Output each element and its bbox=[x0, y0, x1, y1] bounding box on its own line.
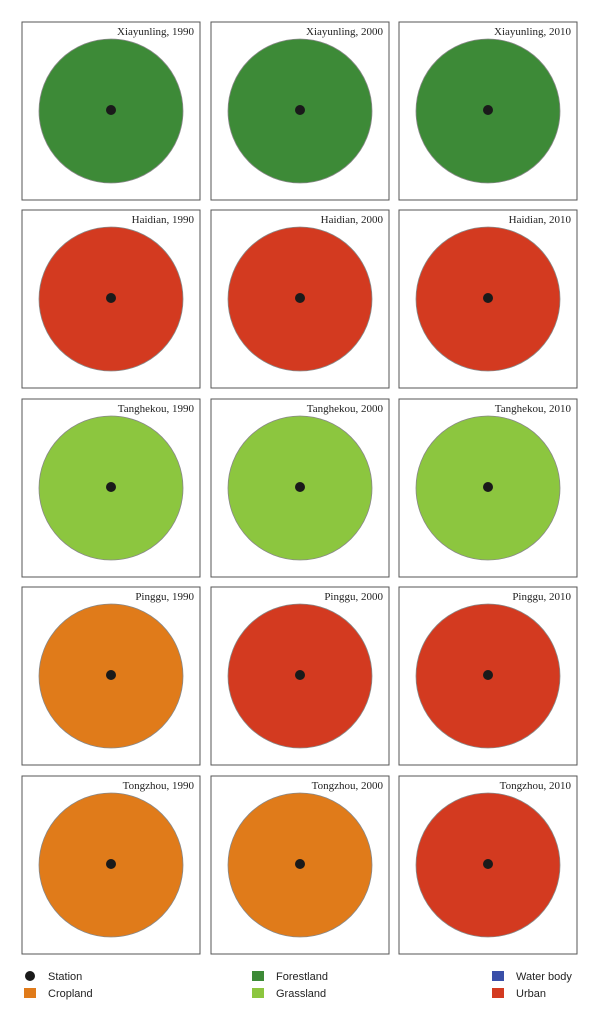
panel-label: Pinggu, 1990 bbox=[135, 591, 194, 603]
map-panel: Xiayunling, 1990 bbox=[21, 21, 201, 201]
station bbox=[106, 859, 116, 869]
station bbox=[483, 293, 493, 303]
station bbox=[106, 105, 116, 115]
legend-label: Cropland bbox=[48, 988, 93, 1000]
panel-label: Pinggu, 2000 bbox=[324, 591, 383, 603]
map-outline bbox=[227, 415, 373, 561]
legend-swatch bbox=[25, 971, 35, 981]
panel-label: Haidian, 2010 bbox=[509, 214, 572, 226]
station bbox=[295, 105, 305, 115]
station bbox=[106, 293, 116, 303]
map-outline bbox=[38, 226, 184, 372]
legend-swatch bbox=[252, 971, 264, 981]
map-outline bbox=[227, 38, 373, 184]
map-panel: Tongzhou, 2000 bbox=[210, 775, 390, 955]
station bbox=[295, 482, 305, 492]
legend-label: Station bbox=[48, 971, 82, 983]
station bbox=[483, 670, 493, 680]
map-outline bbox=[415, 38, 561, 184]
panel-label: Tongzhou, 1990 bbox=[123, 780, 195, 792]
map-panel: Tanghekou, 2010 bbox=[398, 398, 578, 578]
station bbox=[483, 105, 493, 115]
map-outline bbox=[415, 603, 561, 749]
legend-swatch bbox=[24, 988, 36, 998]
legend-label: Water body bbox=[516, 971, 572, 983]
map-outline bbox=[227, 792, 373, 938]
map-panel: Tanghekou, 1990 bbox=[21, 398, 201, 578]
panel-label: Haidian, 2000 bbox=[321, 214, 384, 226]
station bbox=[106, 670, 116, 680]
panel-label: Xiayunling, 2010 bbox=[494, 26, 571, 38]
panel-label: Tanghekou, 1990 bbox=[118, 403, 195, 415]
map-outline bbox=[38, 415, 184, 561]
panel-label: Tongzhou, 2000 bbox=[312, 780, 384, 792]
legend-swatch bbox=[252, 988, 264, 998]
map-panel: Haidian, 2000 bbox=[210, 209, 390, 389]
map-panel: Pinggu, 1990 bbox=[21, 586, 201, 766]
map-outline bbox=[227, 603, 373, 749]
map-panel: Xiayunling, 2010 bbox=[398, 21, 578, 201]
panel-label: Haidian, 1990 bbox=[132, 214, 195, 226]
station bbox=[295, 670, 305, 680]
map-panel: Pinggu, 2000 bbox=[210, 586, 390, 766]
map-outline bbox=[38, 603, 184, 749]
map-outline bbox=[38, 792, 184, 938]
panel-label: Xiayunling, 1990 bbox=[117, 26, 194, 38]
station bbox=[295, 859, 305, 869]
legend-swatch bbox=[492, 988, 504, 998]
map-panel: Tanghekou, 2000 bbox=[210, 398, 390, 578]
station bbox=[483, 482, 493, 492]
station bbox=[106, 482, 116, 492]
map-panel: Haidian, 1990 bbox=[21, 209, 201, 389]
panel-label: Xiayunling, 2000 bbox=[306, 26, 383, 38]
map-outline bbox=[415, 226, 561, 372]
map-outline bbox=[227, 226, 373, 372]
map-panel: Tongzhou, 1990 bbox=[21, 775, 201, 955]
panel-label: Tanghekou, 2010 bbox=[495, 403, 572, 415]
legend-label: Urban bbox=[516, 988, 546, 1000]
station bbox=[295, 293, 305, 303]
map-panel: Pinggu, 2010 bbox=[398, 586, 578, 766]
panel-label: Pinggu, 2010 bbox=[512, 591, 571, 603]
panel-label: Tanghekou, 2000 bbox=[307, 403, 384, 415]
legend-label: Grassland bbox=[276, 988, 326, 1000]
map-panel: Haidian, 2010 bbox=[398, 209, 578, 389]
panel-label: Tongzhou, 2010 bbox=[500, 780, 572, 792]
map-panel: Tongzhou, 2010 bbox=[398, 775, 578, 955]
map-panel: Xiayunling, 2000 bbox=[210, 21, 390, 201]
legend-swatch bbox=[492, 971, 504, 981]
map-outline bbox=[415, 792, 561, 938]
map-outline bbox=[38, 38, 184, 184]
station bbox=[483, 859, 493, 869]
legend-label: Forestland bbox=[276, 971, 328, 983]
map-outline bbox=[415, 415, 561, 561]
